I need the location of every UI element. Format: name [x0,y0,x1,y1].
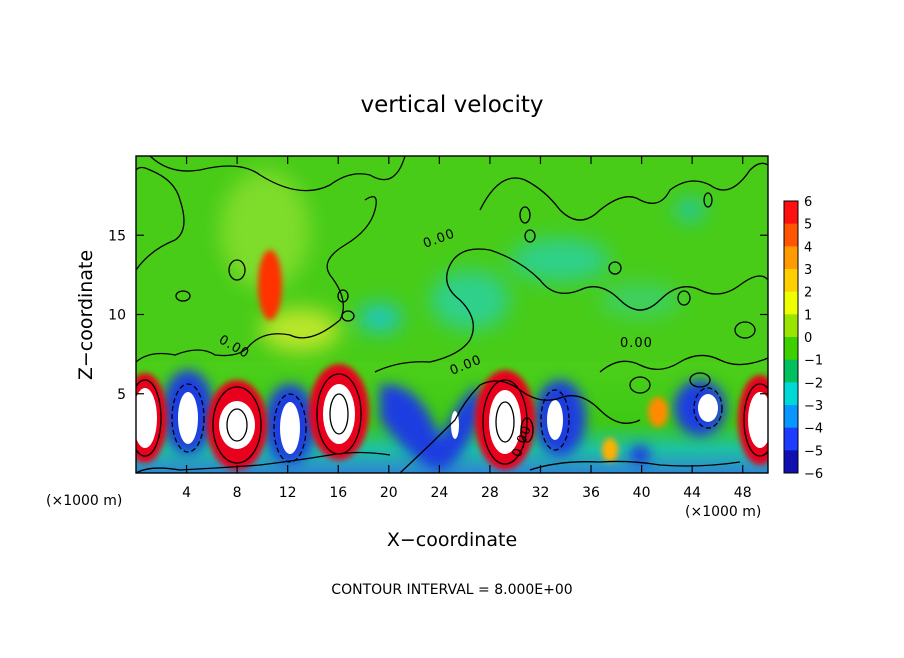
colorbar-frame [783,200,799,474]
colorbar-tick-label: 2 [804,286,812,301]
colorbar-swatch [784,314,798,338]
colorbar-swatch [784,246,798,270]
upper-field-shading [220,170,704,352]
y-axis-label: Z−coordinate [75,250,97,380]
heatmap-field: 0.00 0.00 0.00 0.00 0.00 [136,156,768,473]
y-tick-label: 15 [108,228,126,244]
y-unit-label: (×1000 m) [46,493,122,509]
x-tick-label: 12 [279,485,297,501]
x-tick-label: 44 [683,485,701,501]
colorbar-tick-label: −6 [804,467,823,482]
colorbar-tick-label: −4 [804,422,823,437]
x-tick-label: 16 [329,485,347,501]
chart-title: vertical velocity [361,92,544,118]
x-tick-label: 48 [734,485,752,501]
colorbar-tick-label: 3 [804,263,812,278]
colorbar-swatch [784,450,798,474]
colorbar-swatch [784,291,798,315]
colorbar-tick-label: −2 [804,376,823,391]
downdraft-troughs [162,370,726,470]
colorbar-swatch [784,223,798,247]
colorbar-tick-label: −1 [804,354,823,369]
contour-lines [136,156,768,473]
x-tick-label: 32 [532,485,550,501]
x-tick-label: 40 [633,485,651,501]
colorbar-swatch [784,382,798,406]
x-unit-label: (×1000 m) [685,504,761,520]
colorbar-tick-label: 1 [804,308,812,323]
colorbar-swatch [784,427,798,451]
contour-label: 0.00 [620,336,653,351]
x-tick-label: 8 [233,485,242,501]
y-axis-ticks: 5 10 15 [108,228,768,403]
colorbar-tick-label: 6 [804,195,812,210]
contour-interval-note: CONTOUR INTERVAL = 8.000E+00 [331,582,572,598]
extreme-value-centers [136,384,768,454]
colorbar-tick-label: 0 [804,331,812,346]
colorbar-swatch [784,201,798,225]
x-tick-label: 36 [582,485,600,501]
colorbar-tick-label: −3 [804,399,823,414]
y-tick-label: 10 [108,308,126,324]
y-tick-label: 5 [117,387,126,403]
x-axis-label: X−coordinate [387,529,517,551]
colorbar-tick-label: 5 [804,218,812,233]
colorbar-swatch [784,405,798,429]
colorbar-swatch [784,269,798,293]
colorbar: 6 5 4 3 2 1 0 −1 −2 −3 −4 −5 −6 [783,195,823,482]
colorbar-tick-label: 4 [804,240,812,255]
x-tick-label: 24 [430,485,448,501]
colorbar-tick-label: −5 [804,444,823,459]
x-axis-ticks: 4 8 12 16 20 24 28 32 36 40 44 48 [182,156,752,501]
x-tick-label: 20 [380,485,398,501]
colorbar-swatch [784,359,798,383]
colorbar-swatch [784,337,798,361]
x-tick-label: 28 [481,485,499,501]
x-tick-label: 4 [182,485,191,501]
